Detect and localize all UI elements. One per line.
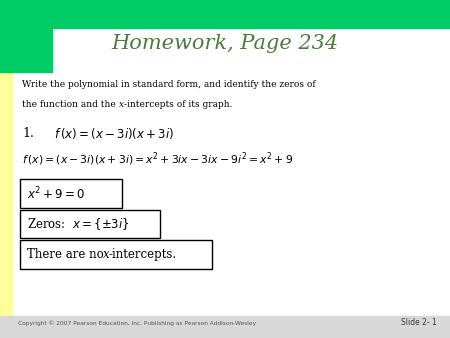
Bar <box>0 0 450 28</box>
Bar <box>0 72 12 316</box>
FancyBboxPatch shape <box>20 179 122 208</box>
Text: Slide 2- 1: Slide 2- 1 <box>401 318 436 327</box>
Text: $f\,(x) = (x-3i)(x+3i) = x^2+3ix-3ix-9i^2 = x^2+9$: $f\,(x) = (x-3i)(x+3i) = x^2+3ix-3ix-9i^… <box>22 150 294 168</box>
Text: $x^2+9=0$: $x^2+9=0$ <box>27 185 86 202</box>
Text: -intercepts of its graph.: -intercepts of its graph. <box>124 100 233 109</box>
FancyBboxPatch shape <box>20 240 212 269</box>
Text: There are no: There are no <box>27 248 108 261</box>
Bar <box>0 28 52 72</box>
Text: Zeros:  $x = \{\pm3i\}$: Zeros: $x = \{\pm3i\}$ <box>27 216 130 232</box>
Text: x: x <box>103 248 109 261</box>
Text: Write the polynomial in standard form, and identify the zeros of: Write the polynomial in standard form, a… <box>22 80 316 89</box>
Bar <box>0 316 450 338</box>
Text: x: x <box>119 100 124 109</box>
Text: $f\,(x) = (x-3i)(x+3i)$: $f\,(x) = (x-3i)(x+3i)$ <box>54 126 174 141</box>
Text: Homework, Page 234: Homework, Page 234 <box>112 34 338 53</box>
Text: the function and the: the function and the <box>22 100 119 109</box>
FancyBboxPatch shape <box>20 210 160 238</box>
Text: Copyright © 2007 Pearson Education, Inc. Publishing as Pearson Addison-Wesley: Copyright © 2007 Pearson Education, Inc.… <box>18 320 256 325</box>
Text: 1.: 1. <box>22 127 34 140</box>
Text: -intercepts.: -intercepts. <box>108 248 176 261</box>
